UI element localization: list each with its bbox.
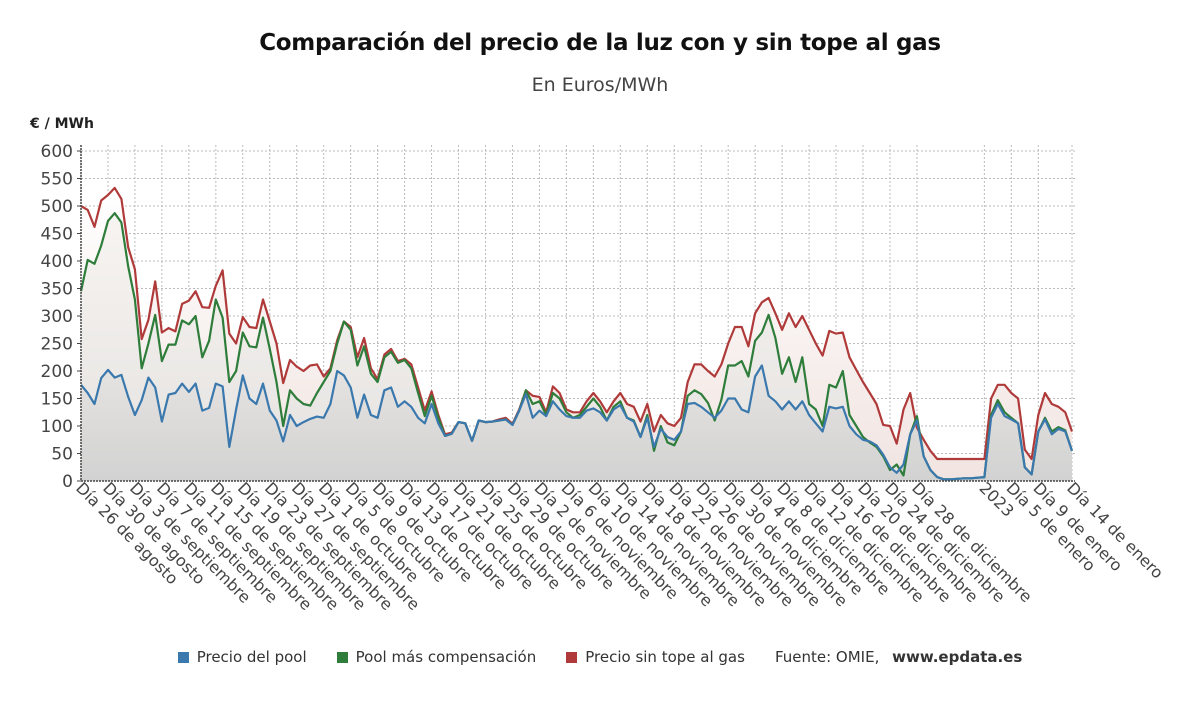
line-sin-tope[interactable] [80, 186, 1074, 461]
legend-swatch-sin-tope [566, 651, 578, 663]
y-tick-label: 500 [41, 197, 73, 217]
y-tick-label: 450 [41, 225, 73, 245]
legend-swatch-pool [177, 651, 189, 663]
y-tick-label: 200 [41, 362, 73, 382]
line-chart: € / MWh 0 50 100 150 200 250 300 350 400 450 500 55… [29, 116, 1167, 614]
source-prefix: Fuente: OMIE, [774, 648, 885, 666]
y-axis-ticks: 0 50 100 150 200 250 300 350 400 450 500 550 600 [41, 142, 81, 492]
legend-label: Precio sin tope al gas [585, 648, 745, 666]
y-tick-label: 150 [41, 390, 73, 410]
y-tick-label: 0 [62, 472, 73, 492]
y-tick-label: 350 [41, 280, 73, 300]
line-pool[interactable] [80, 364, 1074, 481]
area-pool [81, 365, 1072, 481]
legend-item-sin-tope[interactable]: Precio sin tope al gas [566, 648, 745, 666]
y-tick-label: 50 [51, 445, 73, 465]
source-note: Fuente: OMIE, www.epdata.es [775, 648, 1022, 666]
line-compensacion[interactable] [79, 212, 1074, 481]
legend-item-compensacion[interactable]: Pool más compensación [336, 648, 537, 666]
chart-subtitle: En Euros/MWh [531, 74, 669, 96]
source-link[interactable]: www.epdata.es [892, 648, 1023, 666]
legend-item-pool[interactable]: Precio del pool [177, 648, 307, 666]
legend: Precio del pool Pool más compensación Pr… [0, 648, 1200, 666]
y-tick-label: 300 [41, 307, 73, 327]
y-tick-label: 400 [41, 252, 73, 272]
legend-swatch-compensacion [336, 651, 348, 663]
y-tick-label: 550 [41, 170, 73, 190]
series-lines [79, 186, 1074, 481]
chart-title: Comparación del precio de la luz con y s… [259, 30, 941, 56]
y-tick-label: 100 [41, 417, 73, 437]
legend-label: Precio del pool [196, 648, 307, 666]
y-tick-label: 250 [41, 335, 73, 355]
legend-label: Pool más compensación [355, 648, 537, 666]
y-tick-label: 600 [41, 142, 73, 162]
y-axis-label: € / MWh [29, 116, 94, 132]
